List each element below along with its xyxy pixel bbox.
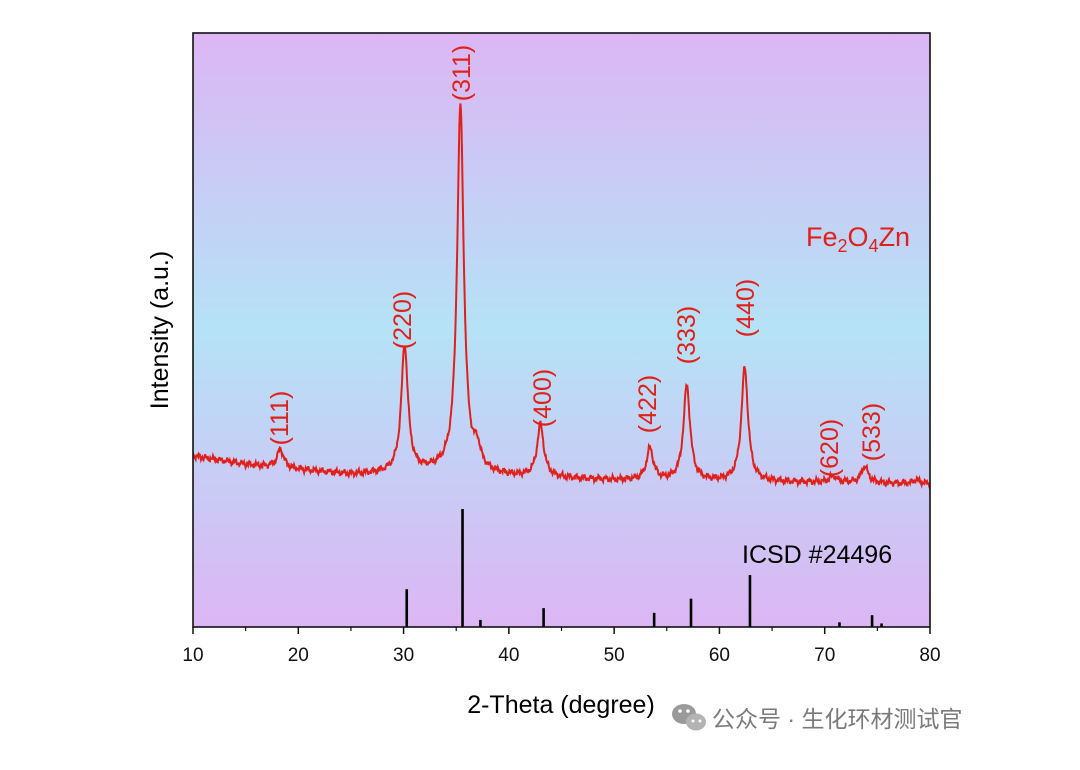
sample-label: Fe2O4Zn — [806, 222, 910, 256]
xrd-pattern-line — [193, 103, 930, 491]
reference-label: ICSD #24496 — [742, 541, 892, 569]
peak-label-400: (400) — [529, 369, 557, 427]
peak-label-440: (440) — [732, 279, 760, 337]
reference-pattern — [405, 509, 883, 627]
peak-labels: (111) (220) (311) (400) (422) (333) (440) (620)… — [266, 45, 886, 477]
plot-area — [193, 33, 930, 627]
x-tick-label-10: 10 — [182, 645, 203, 666]
peak-label-311: (311) — [448, 45, 476, 102]
x-tick-label-30: 30 — [393, 645, 414, 666]
x-tick-label-60: 60 — [709, 645, 730, 666]
peak-label-333: (333) — [673, 306, 701, 364]
x-tick-label-80: 80 — [919, 645, 940, 666]
wechat-icon — [672, 704, 706, 731]
x-tick-label-40: 40 — [498, 645, 519, 666]
x-axis-title: 2-Theta (degree) — [467, 691, 655, 719]
peak-label-620: (620) — [816, 419, 844, 477]
y-axis-title: Intensity (a.u.) — [146, 251, 174, 409]
x-axis: 10 20 30 40 50 60 70 80 — [182, 627, 941, 666]
peak-label-533: (533) — [858, 403, 886, 461]
peak-label-111: (111) — [266, 391, 294, 446]
watermark-text: 公众号 · 生化环材测试官 — [712, 706, 962, 732]
x-tick-label-20: 20 — [288, 645, 309, 666]
peak-label-220: (220) — [389, 291, 417, 349]
watermark: 公众号 · 生化环材测试官 — [672, 704, 962, 732]
x-tick-label-70: 70 — [814, 645, 835, 666]
peak-label-422: (422) — [634, 375, 662, 433]
x-tick-label-50: 50 — [604, 645, 625, 666]
